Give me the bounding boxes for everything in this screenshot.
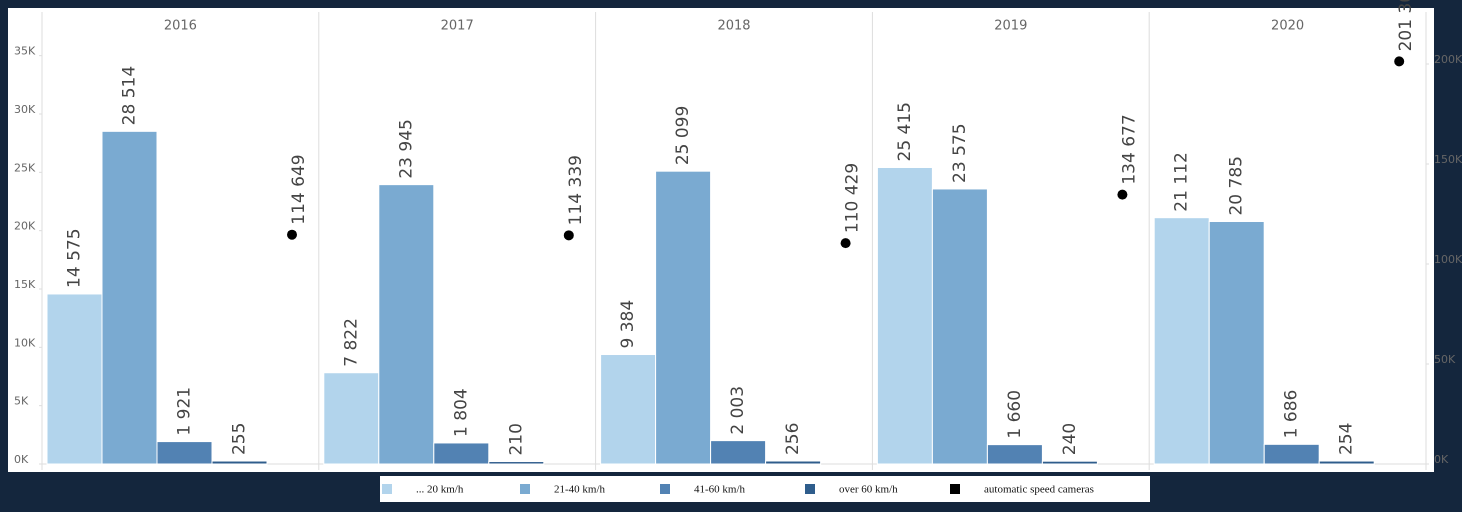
data-label: 25 099 xyxy=(673,106,693,165)
data-label: 114 339 xyxy=(566,155,586,225)
data-label: 210 xyxy=(506,423,526,455)
year-label: 2019 xyxy=(994,19,1027,34)
bar xyxy=(156,441,213,465)
y-tick-label: 25K xyxy=(14,161,36,174)
bar xyxy=(600,354,657,465)
bar xyxy=(1208,221,1265,465)
bar xyxy=(1263,443,1320,465)
data-label: 21 112 xyxy=(1172,152,1192,211)
data-label: 255 xyxy=(230,423,250,455)
y-tick-label: 20K xyxy=(14,220,36,233)
legend-swatch xyxy=(660,484,670,494)
data-label: 14 575 xyxy=(65,228,85,287)
data-label: 240 xyxy=(1060,423,1080,455)
bar xyxy=(931,188,988,465)
data-label: 134 677 xyxy=(1119,114,1139,184)
y2-tick-label: 200K xyxy=(1434,53,1462,66)
data-label: 1 660 xyxy=(1005,390,1025,439)
legend-label: over 60 km/h xyxy=(839,484,898,496)
bar xyxy=(1153,217,1210,465)
bar xyxy=(765,460,822,465)
data-label: 25 415 xyxy=(895,102,915,161)
data-label: 114 649 xyxy=(289,154,309,224)
bar xyxy=(655,170,712,465)
legend-label: 21-40 km/h xyxy=(554,484,606,496)
legend-label: 41-60 km/h xyxy=(694,484,746,496)
data-label: 1 686 xyxy=(1282,390,1302,439)
legend-background xyxy=(380,476,1150,502)
point xyxy=(840,238,851,249)
data-label: 23 575 xyxy=(950,123,970,182)
y2-tick-label: 150K xyxy=(1434,153,1462,166)
y2-tick-label: 100K xyxy=(1434,253,1462,266)
data-label: 1 804 xyxy=(451,388,471,437)
point xyxy=(287,229,297,240)
data-label: 23 945 xyxy=(396,119,416,178)
data-label: 256 xyxy=(783,423,803,455)
bar xyxy=(986,444,1043,465)
bar xyxy=(101,130,158,465)
data-label: 201 306 xyxy=(1396,0,1416,51)
bar xyxy=(46,293,103,465)
y-tick-label: 30K xyxy=(14,103,36,116)
legend-swatch xyxy=(520,484,530,494)
legend-swatch xyxy=(382,484,392,494)
bar xyxy=(876,166,933,465)
y2-tick-label: 50K xyxy=(1434,353,1456,366)
point xyxy=(563,230,574,241)
data-label: 254 xyxy=(1337,423,1357,455)
y2-tick-label: 0K xyxy=(1434,453,1449,466)
bar xyxy=(323,372,380,465)
point xyxy=(1117,189,1128,200)
data-label: 20 785 xyxy=(1227,156,1247,215)
bar xyxy=(488,461,545,465)
data-label: 110 429 xyxy=(843,163,863,233)
data-label: 28 514 xyxy=(120,66,140,125)
year-label: 2020 xyxy=(1271,19,1304,34)
year-label: 2017 xyxy=(441,19,474,34)
legend-label: ... 20 km/h xyxy=(416,484,464,496)
year-label: 2018 xyxy=(717,19,750,34)
legend-swatch xyxy=(950,484,960,494)
y-tick-label: 5K xyxy=(14,395,29,408)
y-tick-label: 10K xyxy=(14,336,36,349)
y-tick-label: 0K xyxy=(14,453,29,466)
bar xyxy=(433,442,490,465)
data-label: 7 822 xyxy=(341,318,361,367)
y-tick-label: 15K xyxy=(14,278,36,291)
year-label: 2016 xyxy=(164,19,197,34)
bar xyxy=(1041,460,1098,465)
bar xyxy=(378,184,435,465)
data-label: 9 384 xyxy=(618,300,638,349)
bar xyxy=(1318,460,1375,465)
data-label: 1 921 xyxy=(175,387,195,436)
y-tick-label: 35K xyxy=(14,45,36,58)
data-label: 2 003 xyxy=(728,386,748,435)
bar xyxy=(211,460,268,465)
bar xyxy=(710,440,767,465)
legend-label: automatic speed cameras xyxy=(984,484,1094,496)
point xyxy=(1394,56,1405,67)
legend-swatch xyxy=(805,484,815,494)
